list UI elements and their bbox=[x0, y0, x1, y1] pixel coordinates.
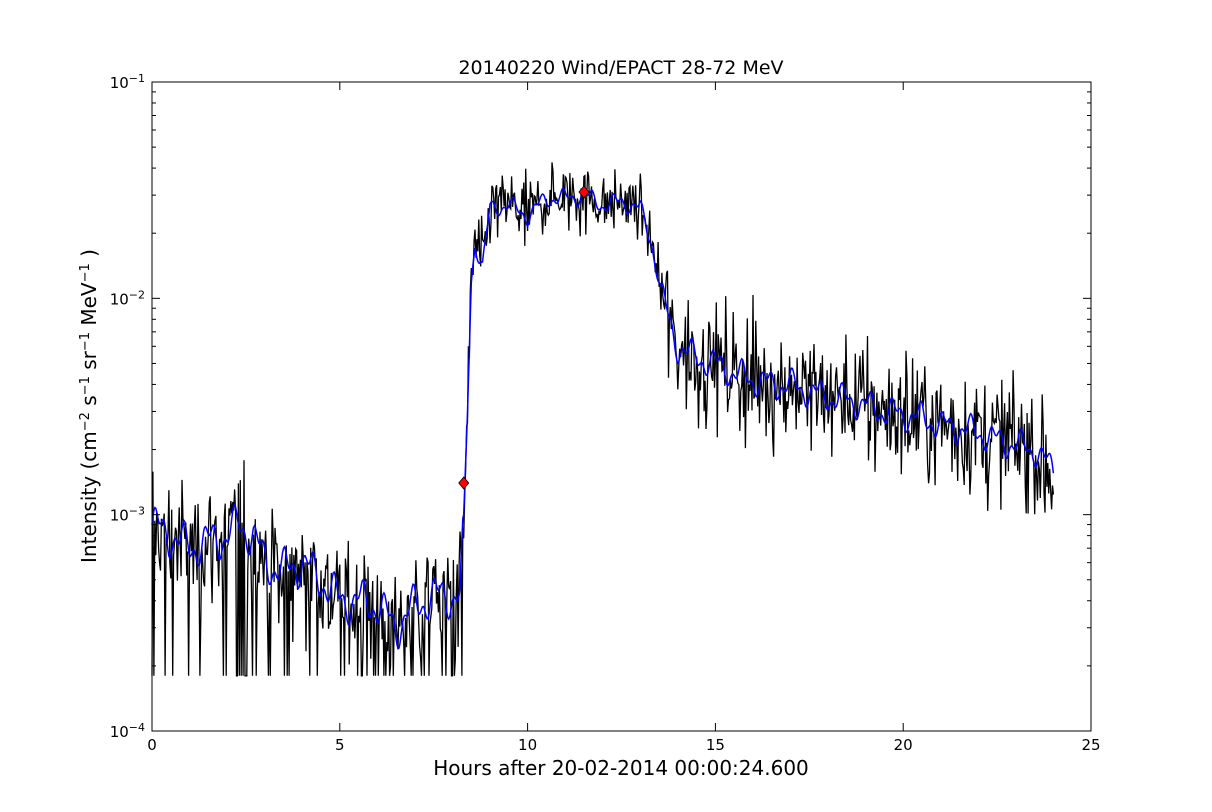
y-axis-label-part: s bbox=[77, 395, 101, 412]
y-axis-label-part: MeV bbox=[77, 282, 101, 332]
y-axis-label-part: −1 bbox=[78, 376, 93, 395]
chart-title: 20140220 Wind/EPACT 28-72 MeV bbox=[458, 57, 783, 79]
series-line-smoothed bbox=[151, 187, 1055, 650]
marker-point-2 bbox=[578, 185, 590, 199]
y-axis-label-part: −1 bbox=[78, 263, 93, 282]
plot-frame bbox=[151, 81, 1092, 732]
y-tick-label: 10−2 bbox=[110, 288, 145, 309]
marker-layer bbox=[458, 185, 590, 490]
y-tick-label: 10−3 bbox=[110, 504, 145, 525]
y-axis-label-part: Intensity (cm bbox=[77, 431, 101, 563]
y-tick-label: 10−4 bbox=[110, 721, 145, 742]
x-tick-label: 15 bbox=[706, 736, 725, 754]
y-tick-label: 10−1 bbox=[110, 72, 145, 93]
x-axis: 0 5 10 15 20 25 bbox=[147, 82, 1101, 754]
y-axis-label-part: −1 bbox=[78, 332, 93, 351]
y-axis-label: Intensity (cm−2 s−1 sr−1 MeV−1 ) bbox=[77, 249, 101, 563]
marker-point-1 bbox=[458, 476, 470, 490]
x-tick-label: 10 bbox=[518, 736, 537, 754]
x-tick-label: 0 bbox=[147, 736, 157, 754]
x-axis-label: Hours after 20-02-2014 00:00:24.600 bbox=[433, 756, 809, 780]
series-layer bbox=[151, 162, 1055, 677]
x-tick-label: 25 bbox=[1081, 736, 1100, 754]
x-tick-label: 20 bbox=[894, 736, 913, 754]
x-tick-label: 5 bbox=[335, 736, 345, 754]
y-axis-label-part: sr bbox=[77, 350, 101, 376]
y-axis-label-part: ) bbox=[77, 249, 101, 263]
y-axis: 10−4 10−3 10−2 10−1 bbox=[110, 72, 1091, 742]
y-axis-label-part: −2 bbox=[78, 412, 93, 431]
